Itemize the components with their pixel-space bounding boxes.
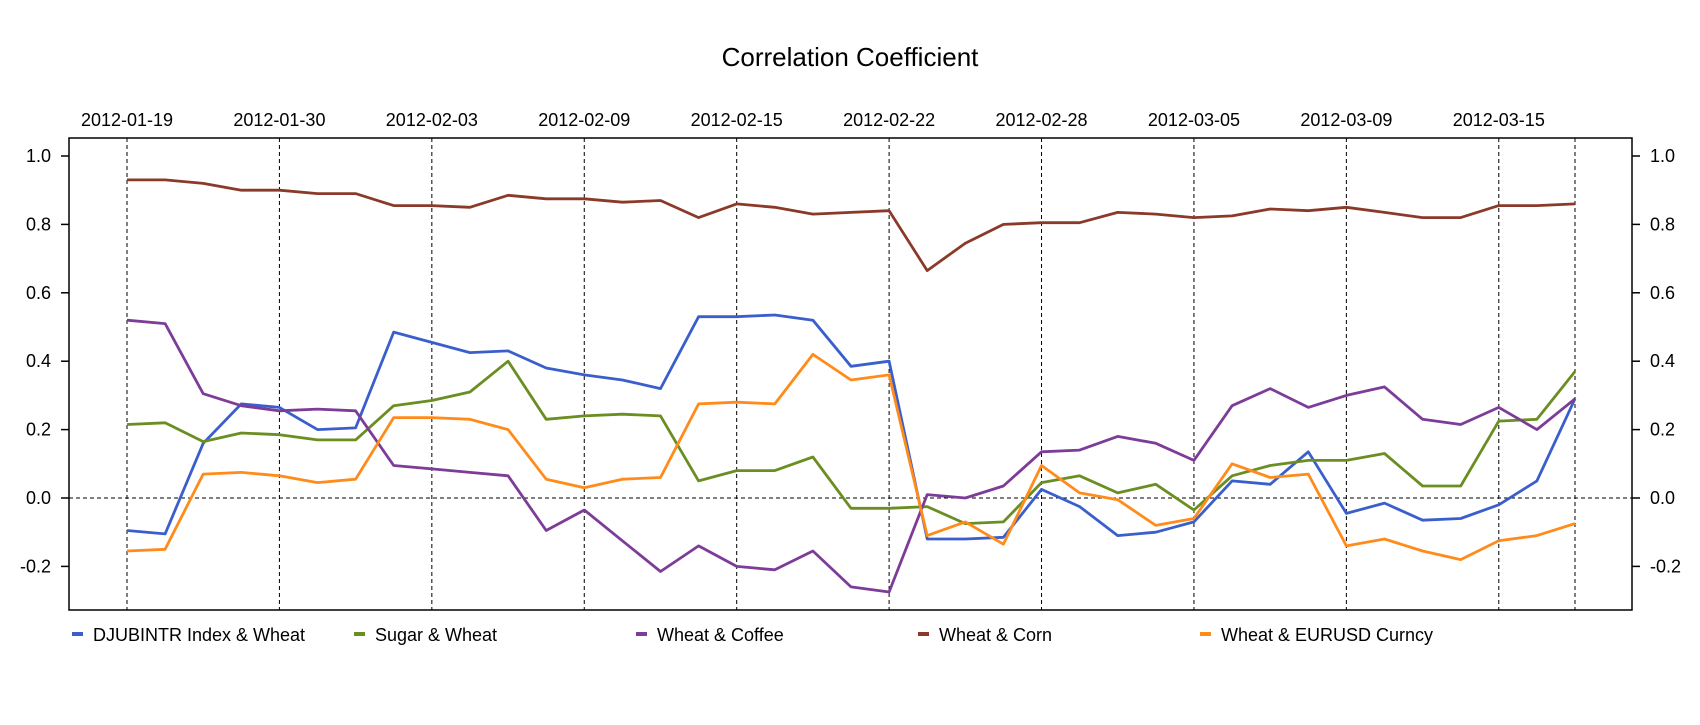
x-axis-top: 2012-01-19 2012-01-30 2012-02-03 2012-02-09… (81, 110, 1545, 130)
legend-label: Wheat & Coffee (657, 625, 784, 645)
series-line-1 (126, 313, 1577, 541)
x-tick-label: 2012-03-05 (1148, 110, 1240, 130)
y-tick-label-right: 0.8 (1650, 214, 1675, 234)
y-tick-label-right: 0.6 (1650, 283, 1675, 303)
x-tick-label: 2012-03-09 (1300, 110, 1392, 130)
x-tick-label: 2012-02-03 (386, 110, 478, 130)
x-tick-label: 2012-03-15 (1453, 110, 1545, 130)
y-tick-label: 0.6 (26, 283, 51, 303)
legend-label: Wheat & EURUSD Curncy (1221, 625, 1433, 645)
y-tick-label-right: 0.2 (1650, 420, 1675, 440)
grid-lines (69, 138, 1632, 610)
y-tick-label: 0.4 (26, 351, 51, 371)
series-line-4 (127, 178, 1576, 273)
x-tick-label: 2012-02-22 (843, 110, 935, 130)
plot-frame (68, 137, 1633, 611)
chart-title: Correlation Coefficient (722, 42, 980, 72)
y-tick-label: 0.2 (26, 420, 51, 440)
series-lines (126, 178, 1577, 594)
y-tick-label-right: -0.2 (1650, 556, 1681, 576)
x-tick-label: 2012-02-15 (691, 110, 783, 130)
x-tick-label: 2012-01-19 (81, 110, 173, 130)
legend: DJUBINTR Index & Wheat Sugar & Wheat Wheat… (72, 625, 1433, 645)
y-tick-label: -0.2 (20, 556, 51, 576)
series-line-3 (126, 318, 1576, 594)
x-tick-label: 2012-01-30 (233, 110, 325, 130)
x-tick-label: 2012-02-28 (995, 110, 1087, 130)
series-line-2 (126, 359, 1577, 525)
y-tick-label-right: 1.0 (1650, 146, 1675, 166)
y-tick-label-right: 0.4 (1650, 351, 1675, 371)
y-tick-label: 0.8 (26, 214, 51, 234)
y-tick-label: 1.0 (26, 146, 51, 166)
legend-label: DJUBINTR Index & Wheat (93, 625, 305, 645)
x-tick-label: 2012-02-09 (538, 110, 630, 130)
y-tick-label-right: 0.0 (1650, 488, 1675, 508)
y-axis-right: 1.0 0.8 0.6 0.4 0.2 0.0 -0.2 (1632, 146, 1681, 576)
legend-label: Wheat & Corn (939, 625, 1052, 645)
y-axis-left: 1.0 0.8 0.6 0.4 0.2 0.0 -0.2 (20, 146, 69, 576)
y-tick-label: 0.0 (26, 488, 51, 508)
legend-label: Sugar & Wheat (375, 625, 497, 645)
series-line-5 (126, 352, 1576, 561)
